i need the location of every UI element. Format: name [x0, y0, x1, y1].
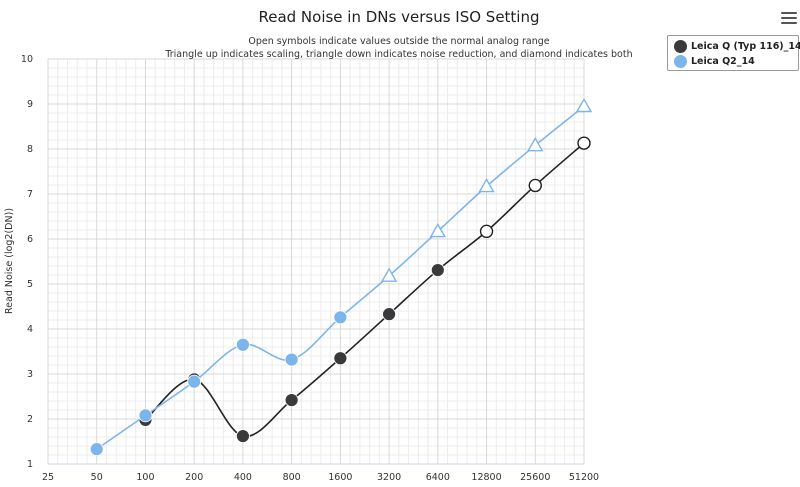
series-line	[144, 142, 585, 438]
data-point[interactable]	[89, 442, 104, 457]
chart-subtitle-line-1: Open symbols indicate values outside the…	[248, 36, 549, 47]
grid	[47, 58, 585, 465]
series-1	[138, 136, 591, 444]
data-point-open[interactable]	[577, 136, 591, 150]
x-tick-label: 200	[185, 472, 203, 483]
hamburger-menu-icon[interactable]	[781, 12, 797, 26]
series	[89, 97, 593, 457]
data-point[interactable]	[138, 408, 153, 423]
data-point[interactable]	[284, 352, 299, 367]
x-tick-label: 1600	[328, 472, 352, 483]
legend-marker-circle-icon	[674, 39, 687, 53]
y-axis-ticks: 1 2 3 4 5 6 7 8 9 10	[21, 54, 33, 470]
x-tick-label: 50	[91, 472, 103, 483]
data-point[interactable]	[284, 393, 299, 408]
data-point[interactable]	[236, 429, 250, 444]
x-tick-label: 25	[42, 472, 54, 483]
legend: Leica Q (Typ 116)_14 Leica Q2_14	[667, 35, 800, 71]
x-tick-label: 25600	[520, 472, 550, 483]
data-point-triangle[interactable]	[429, 222, 447, 238]
data-point-open[interactable]	[479, 224, 494, 239]
x-tick-label: 400	[234, 472, 252, 483]
data-point-open[interactable]	[528, 178, 542, 193]
x-tick-label: 100	[136, 472, 154, 483]
x-axis-ticks: 25 50 100 200 400 800 1600 3200 6400 12800 25600 51…	[42, 472, 599, 483]
data-point-triangle[interactable]	[478, 177, 495, 193]
series-2	[89, 97, 593, 457]
data-point[interactable]	[333, 310, 348, 325]
legend-label: Leica Q (Typ 116)_14	[691, 40, 800, 52]
y-tick-label: 1	[27, 459, 33, 470]
data-point-triangle[interactable]	[575, 97, 593, 113]
data-point-triangle[interactable]	[527, 136, 544, 152]
data-point-triangle[interactable]	[380, 267, 398, 282]
chart-subtitle-line-2: Triangle up indicates scaling, triangle …	[164, 49, 632, 60]
y-tick-label: 8	[27, 144, 33, 155]
x-tick-label: 6400	[426, 472, 450, 483]
data-point[interactable]	[333, 351, 348, 366]
y-tick-label: 6	[27, 234, 33, 245]
legend-marker-circle-icon	[674, 54, 687, 68]
x-tick-label: 51200	[569, 472, 599, 483]
y-tick-label: 5	[27, 279, 33, 290]
x-tick-label: 800	[283, 472, 301, 483]
data-point[interactable]	[187, 374, 202, 389]
y-tick-label: 3	[27, 369, 33, 380]
y-tick-label: 9	[27, 99, 33, 110]
data-point[interactable]	[382, 307, 396, 322]
y-tick-label: 4	[27, 324, 33, 335]
data-point[interactable]	[430, 263, 445, 277]
y-tick-label: 7	[27, 189, 33, 200]
x-tick-label: 12800	[471, 472, 501, 483]
y-tick-label: 10	[21, 54, 33, 65]
legend-item-leica-q2[interactable]: Leica Q2_14	[674, 53, 755, 69]
legend-item-leica-q-typ-116[interactable]: Leica Q (Typ 116)_14	[674, 38, 800, 54]
data-point[interactable]	[236, 337, 250, 352]
y-axis-label: Read Noise (log2(DN))	[4, 208, 15, 314]
y-tick-label: 2	[27, 414, 33, 425]
x-tick-label: 3200	[377, 472, 401, 483]
chart-title: Read Noise in DNs versus ISO Setting	[258, 8, 539, 26]
legend-label: Leica Q2_14	[691, 55, 755, 67]
